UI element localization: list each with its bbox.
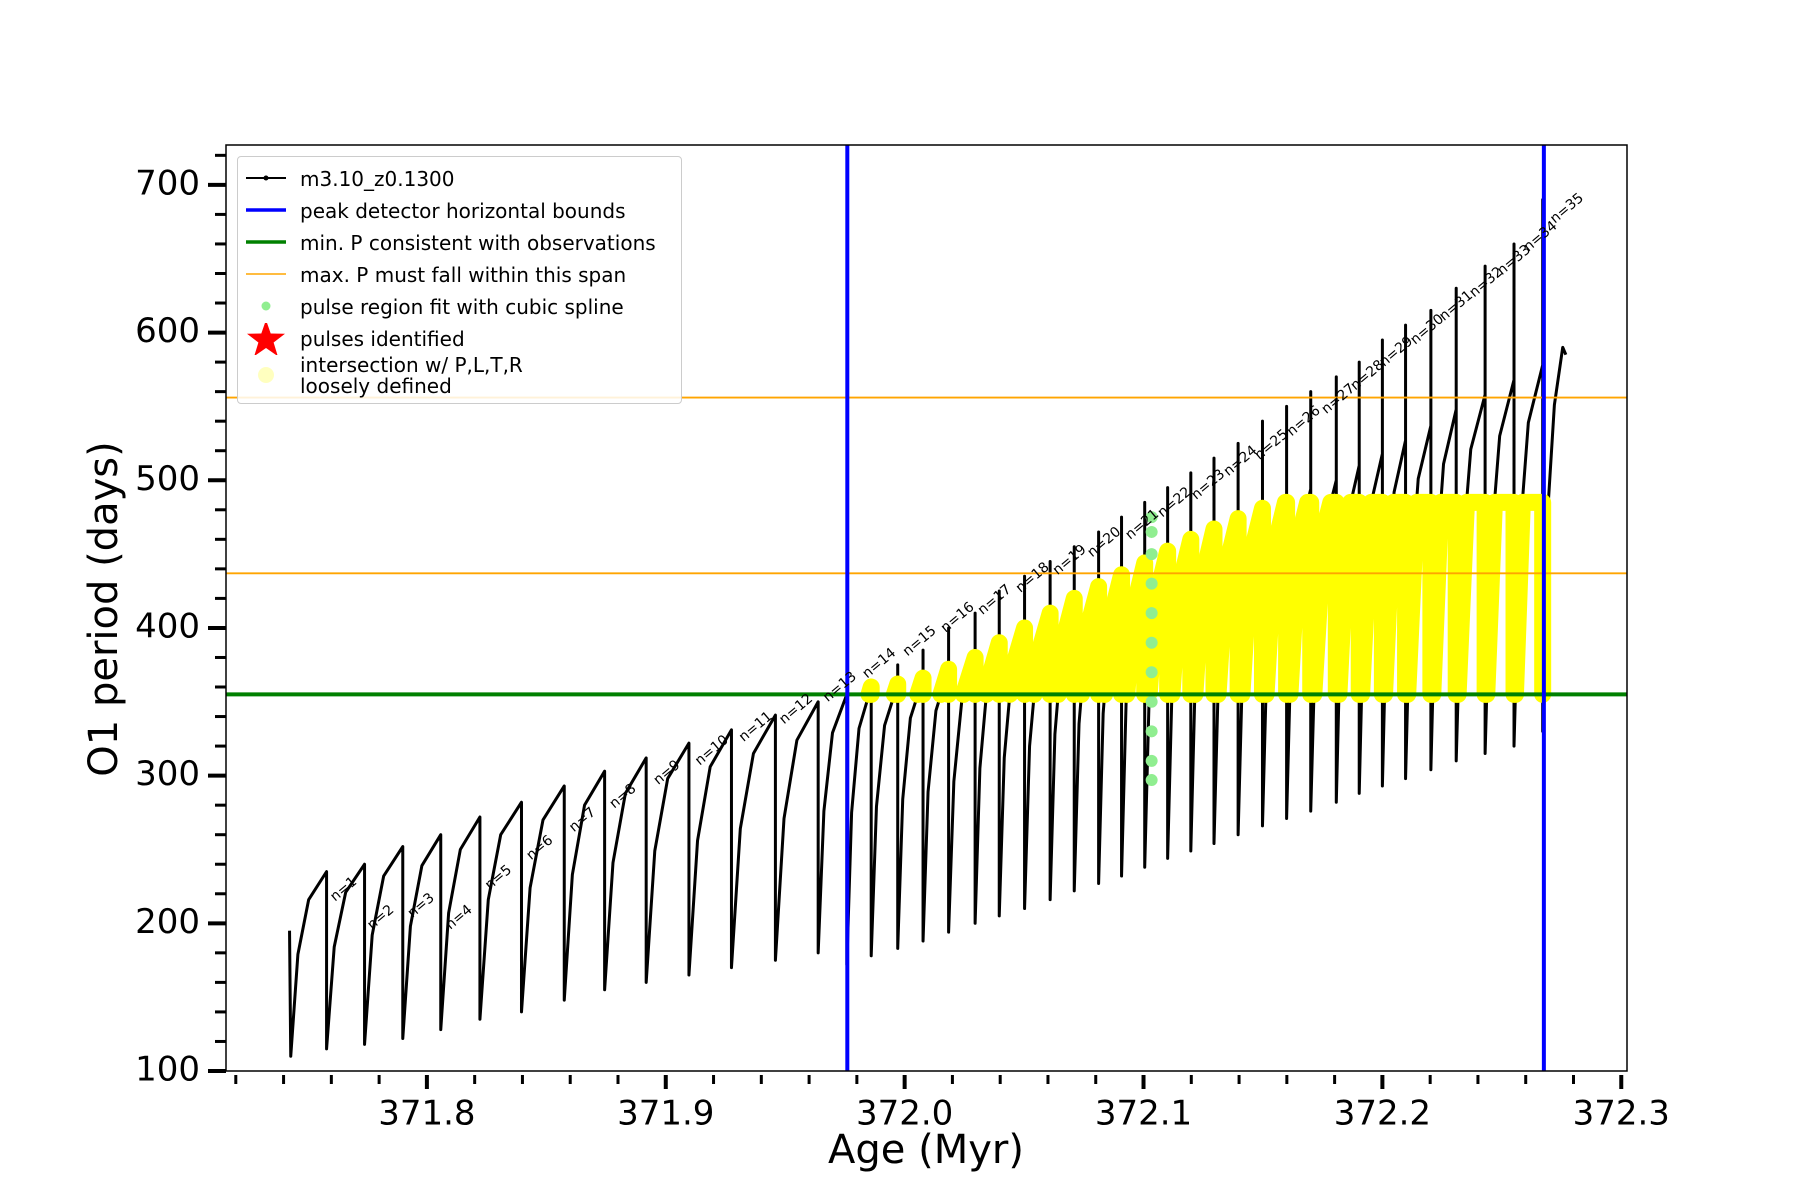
- x-tick-label: 372.3: [1573, 1094, 1670, 1134]
- legend-entry: pulses identified: [238, 323, 681, 355]
- legend-entry: intersection w/ P,L,T,R loosely defined: [238, 355, 681, 397]
- legend-dot: [263, 175, 269, 181]
- pulse-label: n=22: [1155, 484, 1195, 521]
- pulse-label: n=20: [1084, 524, 1124, 561]
- y-tick-label: 500: [135, 459, 200, 499]
- intersection-band: [860, 493, 1552, 703]
- pulse-label: n=3: [405, 890, 438, 921]
- pulse-label: n=26: [1284, 403, 1324, 440]
- x-tick-label: 372.2: [1334, 1094, 1431, 1134]
- legend-label: m3.10_z0.1300: [300, 166, 455, 191]
- x-axis-label: Age (Myr): [828, 1127, 1024, 1173]
- pulse-label: n=5: [482, 862, 515, 893]
- y-tick-label: 400: [135, 606, 200, 646]
- pulse-label: n=13: [820, 669, 860, 706]
- spline-point: [1145, 695, 1158, 708]
- y-tick-label: 300: [135, 754, 200, 794]
- legend-entry: max. P must fall within this span: [238, 259, 681, 291]
- pulse-label: n=17: [975, 581, 1015, 618]
- legend-label: peak detector horizontal bounds: [300, 198, 626, 223]
- legend-glyph: [258, 367, 274, 383]
- y-tick-label: 700: [135, 163, 200, 203]
- spline-point: [1145, 666, 1158, 679]
- legend-glyph: [246, 208, 286, 212]
- legend-entry: m3.10_z0.1300: [238, 163, 681, 195]
- pulse-label: n=16: [938, 599, 978, 636]
- axes: 371.8 371.9 372.0 372.1 372.2 372.3 100 200 300 4…: [135, 144, 1670, 1134]
- pulse-label: n=14: [859, 645, 899, 682]
- pulse-label: n=18: [1013, 559, 1053, 596]
- y-tick-label: 100: [135, 1050, 200, 1090]
- legend-entry: pulse region fit with cubic spline: [238, 291, 681, 323]
- pulse-label: n=23: [1188, 466, 1228, 503]
- spline-point: [1145, 725, 1158, 738]
- x-tick-label: 372.0: [856, 1094, 953, 1134]
- legend-entry: peak detector horizontal bounds: [238, 195, 681, 227]
- x-tick-label: 371.9: [617, 1094, 714, 1134]
- pulse-label: n=35: [1547, 190, 1587, 227]
- plot-frame: [225, 144, 1628, 1072]
- spline-point: [1145, 754, 1158, 767]
- legend-glyph: [247, 323, 285, 355]
- legend-entry: min. P consistent with observations: [238, 227, 681, 259]
- pulse-label: n=2: [364, 902, 397, 933]
- y-tick-label: 600: [135, 311, 200, 351]
- spline-point: [1145, 548, 1158, 561]
- x-tick-label: 371.8: [378, 1094, 475, 1134]
- legend-label: min. P consistent with observations: [300, 230, 656, 255]
- spline-point: [1145, 525, 1158, 538]
- y-axis-label: O1 period (days): [81, 441, 127, 776]
- spline-point: [1145, 607, 1158, 620]
- legend-dot: [258, 367, 274, 383]
- spline-point: [1145, 577, 1158, 590]
- spline-point: [1145, 774, 1158, 787]
- spline-point: [1145, 511, 1158, 524]
- legend-star: [247, 323, 285, 355]
- legend-glyph: [246, 273, 286, 275]
- spline-point: [1145, 636, 1158, 649]
- legend-label: intersection w/ P,L,T,R loosely defined: [300, 353, 523, 398]
- pulse-label: n=7: [566, 804, 599, 835]
- legend-glyph: [246, 240, 286, 244]
- legend-glyph: [246, 175, 286, 181]
- y-tick-label: 200: [135, 902, 200, 942]
- legend-label: pulse region fit with cubic spline: [300, 294, 624, 319]
- x-tick-label: 372.1: [1095, 1094, 1192, 1134]
- pulse-label: n=15: [900, 623, 940, 660]
- legend-dot: [261, 301, 271, 311]
- legend-glyph: [261, 301, 271, 311]
- pulse-label: n=6: [523, 832, 556, 863]
- legend-label: max. P must fall within this span: [300, 262, 627, 287]
- legend-label: pulses identified: [300, 326, 465, 351]
